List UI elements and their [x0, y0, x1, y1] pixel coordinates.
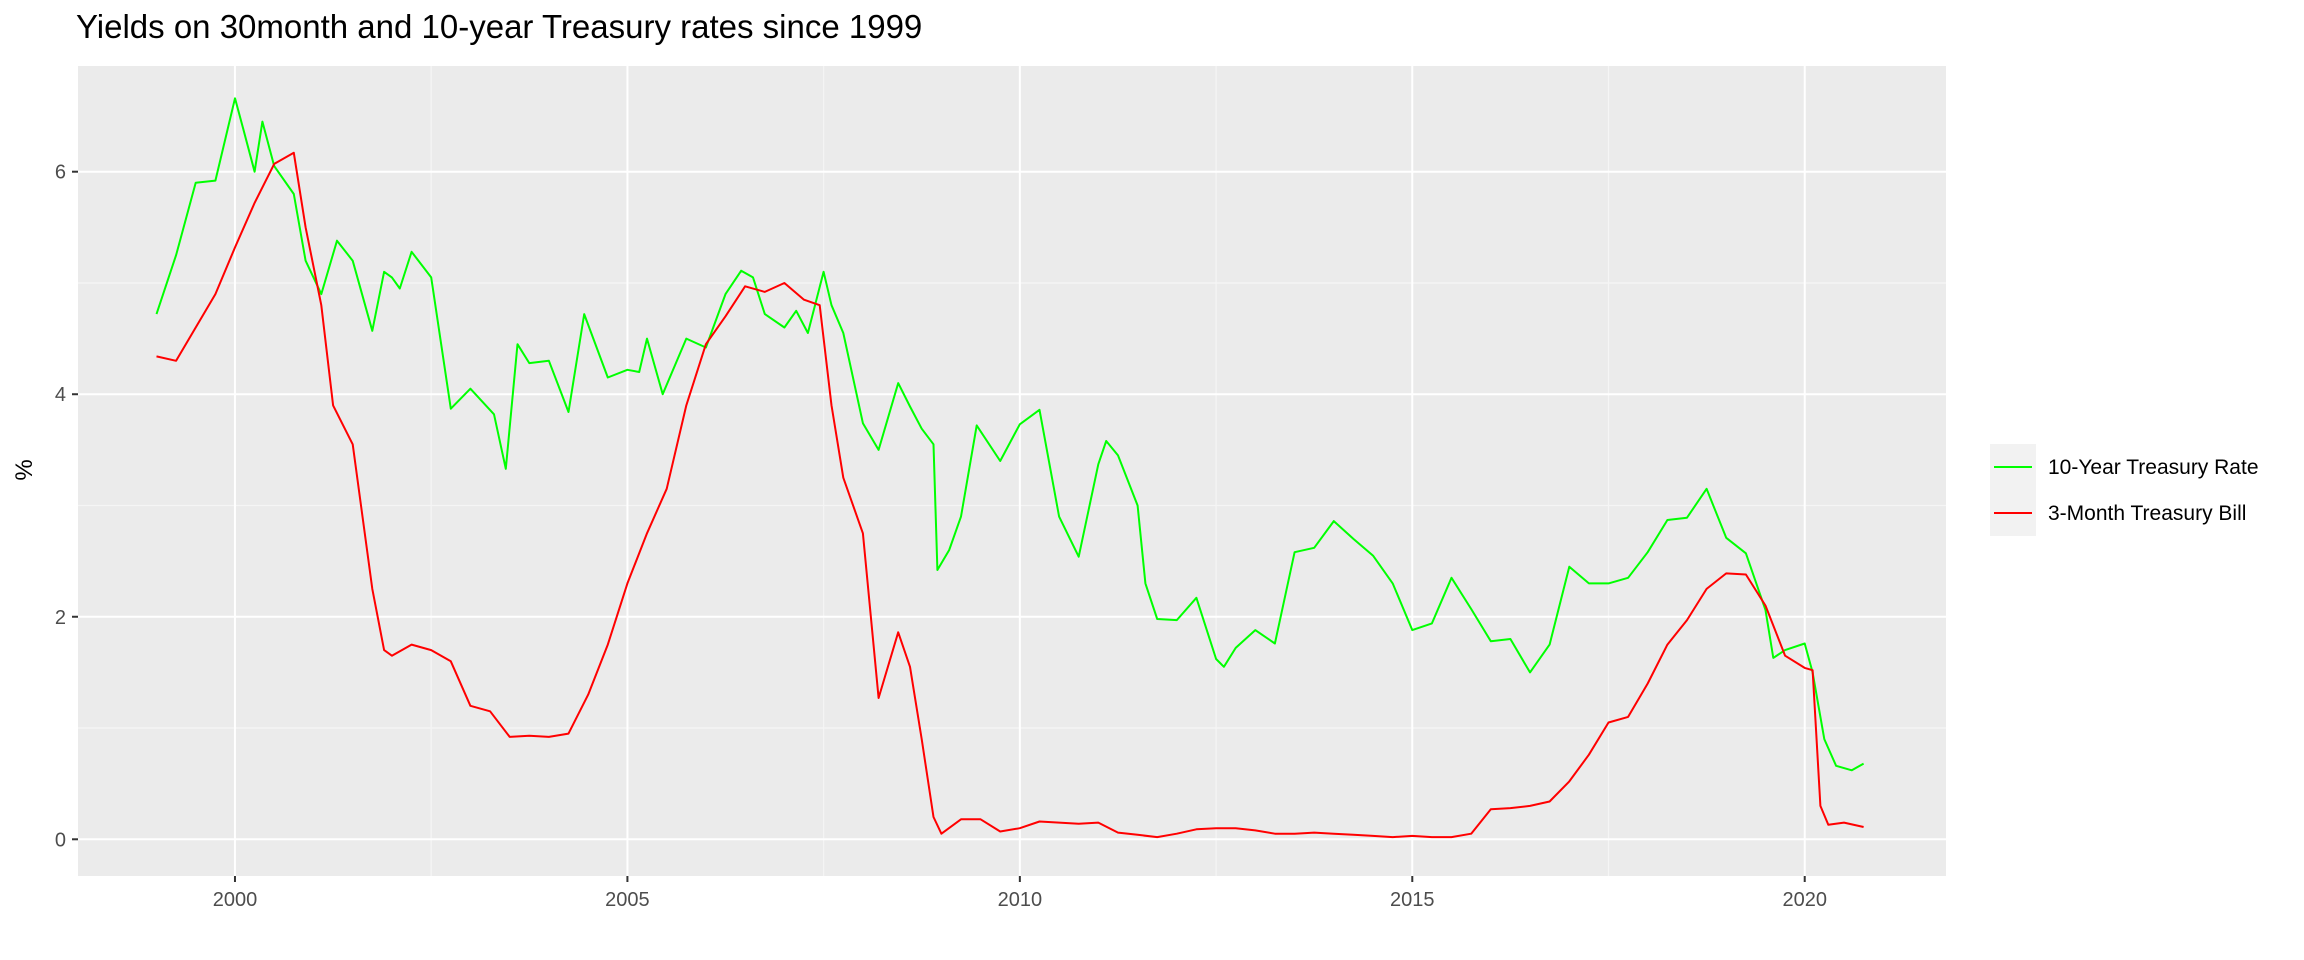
chart-title: Yields on 30month and 10-year Treasury r… — [76, 8, 923, 45]
x-tick-label: 2015 — [1390, 889, 1435, 911]
legend-line-ten-year — [1994, 466, 2032, 468]
legend-label-three-month: 3-Month Treasury Bill — [2048, 502, 2247, 525]
x-tick-label: 2000 — [213, 889, 258, 911]
grid-major-lines — [78, 66, 1946, 876]
legend-line-three-month — [1994, 512, 2032, 514]
x-tick-label: 2005 — [605, 889, 650, 911]
y-axis-title: % — [11, 459, 38, 480]
x-tick-label: 2010 — [998, 889, 1043, 911]
legend-key-three-month — [1990, 490, 2036, 536]
series-layer — [155, 97, 1865, 839]
y-tick-label: 4 — [55, 384, 66, 406]
y-axis: 0 2 4 6 — [55, 162, 78, 851]
plot-panel — [78, 66, 1946, 876]
y-tick-label: 0 — [55, 829, 66, 851]
legend-label-ten-year: 10-Year Treasury Rate — [2048, 456, 2259, 479]
x-axis: 2000 2005 2010 2015 2020 — [213, 876, 1827, 911]
x-tick-label: 2020 — [1782, 889, 1827, 911]
series-line-ten-year — [155, 97, 1865, 772]
y-tick-label: 2 — [55, 607, 66, 629]
series-line-three-month — [156, 151, 1864, 839]
grid-minor-lines — [78, 66, 1946, 876]
y-tick-label: 6 — [55, 162, 66, 184]
legend-key-ten-year — [1990, 444, 2036, 490]
